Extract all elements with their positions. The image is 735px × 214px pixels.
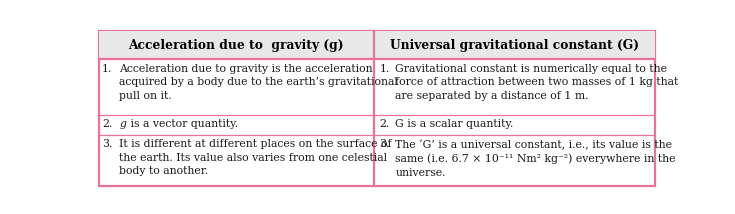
Text: Acceleration due to gravity is the acceleration
acquired by a body due to the ea: Acceleration due to gravity is the accel…: [119, 64, 398, 101]
Text: g: g: [119, 119, 126, 129]
Text: 3.: 3.: [102, 139, 112, 149]
Text: The ‘G’ is a universal constant, i.e., its value is the
same (i.e. 6.7 × 10⁻¹¹ N: The ‘G’ is a universal constant, i.e., i…: [395, 139, 676, 178]
Text: Gravitational constant is numerically equal to the
force of attraction between t: Gravitational constant is numerically eq…: [395, 64, 678, 101]
Text: 3.: 3.: [379, 139, 390, 149]
Bar: [98, 31, 374, 59]
Text: Universal gravitational constant (G): Universal gravitational constant (G): [390, 39, 639, 52]
Text: G is a scalar quantity.: G is a scalar quantity.: [395, 119, 514, 129]
Text: 2.: 2.: [102, 119, 112, 129]
Text: Acceleration due to  gravity (g): Acceleration due to gravity (g): [129, 39, 344, 52]
Text: 1.: 1.: [102, 64, 112, 74]
Text: It is different at different places on the surface of
the earth. Its value also : It is different at different places on t…: [119, 139, 392, 176]
Text: 2.: 2.: [379, 119, 390, 129]
Text: 1.: 1.: [379, 64, 390, 74]
Text: is a vector quantity.: is a vector quantity.: [126, 119, 237, 129]
Bar: [374, 31, 655, 59]
